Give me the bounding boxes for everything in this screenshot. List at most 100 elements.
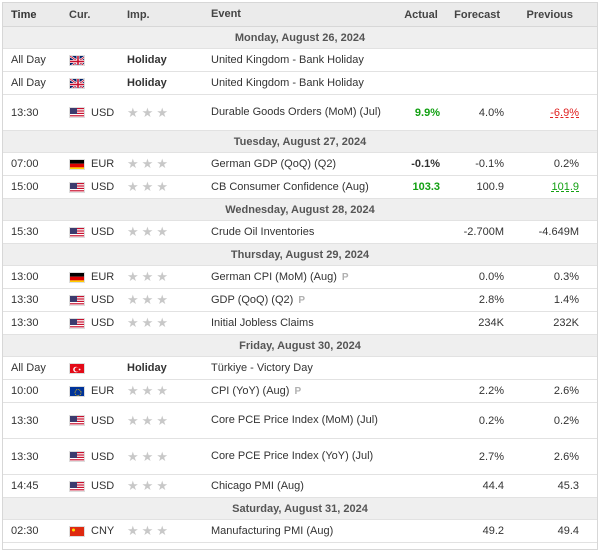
event-currency: USD [69, 107, 127, 119]
event-forecast: -2.700M [463, 226, 504, 238]
event-name[interactable]: Crude Oil Inventories [208, 225, 384, 240]
event-previous: -6.9% [504, 107, 579, 119]
event-importance: ★ ★ ★ [127, 180, 208, 194]
event-title[interactable]: Chicago PMI (Aug) [211, 479, 304, 492]
event-previous: 1.4% [504, 294, 579, 306]
preliminary-icon: P [298, 294, 305, 306]
currency-code: USD [91, 181, 115, 193]
event-actual: 9.9% [414, 106, 440, 119]
event-row[interactable]: 13:30 USD ★ ★ ★ Core PCE Price Index (YoY) (J… [3, 439, 597, 475]
event-currency: EUR [69, 385, 127, 397]
event-title[interactable]: Durable Goods Orders (MoM) (Jul) [211, 106, 381, 118]
event-name[interactable]: CB Consumer Confidence (Aug) [208, 180, 384, 195]
event-name[interactable]: Core PCE Price Index (YoY) (Jul) [208, 449, 384, 464]
star-icon: ★ [141, 523, 154, 538]
event-forecast: 4.0% [478, 106, 504, 119]
event-currency [69, 54, 127, 66]
event-previous: 232K [504, 317, 579, 329]
star-icon: ★ [127, 448, 139, 464]
us-flag-icon [69, 294, 85, 306]
event-time: 15:30 [11, 226, 39, 238]
col-forecast[interactable]: Forecast [454, 8, 500, 21]
previous-value: 2.6% [553, 450, 579, 463]
event-row[interactable]: 13:30 USD ★ ★ ★ Initial Jobless Claims 234K 232… [3, 312, 597, 335]
event-time: All Day [11, 54, 46, 66]
event-title[interactable]: United Kingdom - Bank Holiday [211, 53, 364, 66]
event-title[interactable]: United Kingdom - Bank Holiday [211, 76, 364, 89]
event-previous: 0.2% [504, 415, 579, 427]
col-time[interactable]: Time [11, 8, 37, 21]
col-actual[interactable]: Actual [404, 8, 438, 21]
event-title[interactable]: Core PCE Price Index (MoM) (Jul) [211, 414, 378, 426]
event-title[interactable]: CB Consumer Confidence (Aug) [211, 180, 369, 193]
us-flag-icon [69, 415, 85, 426]
event-importance: ★ ★ ★ [127, 293, 208, 307]
event-name[interactable]: Manufacturing PMI (Aug) [208, 524, 384, 539]
event-name[interactable]: Core PCE Price Index (MoM) (Jul) [208, 413, 384, 428]
event-time: 02:30 [11, 525, 39, 537]
event-row[interactable]: 07:00 EUR ★ ★ ★ German GDP (QoQ) (Q2) -0.1% -0.… [3, 153, 597, 176]
event-name[interactable]: Initial Jobless Claims [208, 316, 384, 331]
previous-value: 45.3 [557, 480, 579, 492]
currency-code: EUR [91, 158, 115, 170]
event-currency: USD [69, 415, 127, 427]
holiday-label: Holiday [127, 362, 167, 374]
event-row[interactable]: 13:30 USD ★ ★ ★ Core PCE Price Index (MoM) (J… [3, 403, 597, 439]
event-row[interactable]: All Day Holiday Türkiye - Victory Day [3, 357, 597, 380]
event-importance: ★ ★ ★ [127, 524, 208, 538]
event-name[interactable]: Durable Goods Orders (MoM) (Jul) [208, 105, 384, 120]
star-icon: ★ [156, 383, 168, 398]
day-header: Tuesday, August 27, 2024 [3, 131, 597, 153]
event-row[interactable]: 13:00 EUR ★ ★ ★ German CPI (MoM) (Aug) P 0.0% 0.… [3, 266, 597, 289]
event-importance: Holiday [127, 54, 208, 66]
event-title[interactable]: German GDP (QoQ) (Q2) [211, 157, 337, 170]
event-previous: 49.4 [504, 525, 579, 537]
currency-code: USD [91, 106, 115, 119]
event-title[interactable]: Initial Jobless Claims [211, 316, 314, 329]
event-row[interactable]: 14:45 USD ★ ★ ★ Chicago PMI (Aug) 44.4 45.3 [3, 475, 597, 498]
col-previous[interactable]: Previous [526, 8, 573, 21]
cn-flag-icon [69, 525, 85, 537]
event-row[interactable]: 15:00 USD ★ ★ ★ CB Consumer Confidence (Aug) 1… [3, 176, 597, 199]
event-row[interactable]: 15:30 USD ★ ★ ★ Crude Oil Inventories -2.700M -… [3, 221, 597, 244]
event-importance: Holiday [127, 77, 208, 89]
event-row[interactable]: 13:30 USD ★ ★ ★ GDP (QoQ) (Q2) P 2.8% 1.4% [3, 289, 597, 312]
event-importance: ★ ★ ★ [127, 384, 208, 398]
event-row[interactable]: 10:00 EUR ★ ★ ★ CPI (YoY) (Aug) P 2.2% 2.6% [3, 380, 597, 403]
star-icon: ★ [141, 448, 154, 464]
event-forecast: 2.2% [478, 385, 504, 397]
us-flag-icon [69, 181, 85, 193]
preliminary-icon: P [341, 271, 349, 283]
event-currency: EUR [69, 158, 127, 170]
star-icon: ★ [156, 523, 168, 538]
event-name[interactable]: United Kingdom - Bank Holiday [208, 76, 384, 91]
event-title[interactable]: Türkiye - Victory Day [211, 361, 313, 374]
event-name[interactable]: United Kingdom - Bank Holiday [208, 53, 384, 68]
col-event[interactable]: Event [211, 8, 241, 20]
event-title[interactable]: German CPI (MoM) (Aug) [211, 270, 337, 283]
event-title[interactable]: CPI (YoY) (Aug) [211, 384, 290, 397]
col-currency[interactable]: Cur. [69, 8, 91, 21]
event-row[interactable]: 02:30 CNY ★ ★ ★ Manufacturing PMI (Aug) 49.2 49… [3, 520, 597, 543]
event-name[interactable]: CPI (YoY) (Aug) P [208, 384, 384, 399]
event-time: 13:30 [11, 317, 39, 329]
event-title[interactable]: Crude Oil Inventories [211, 225, 315, 238]
event-row[interactable]: 13:30 USD ★ ★ ★ Durable Goods Orders (MoM) (J… [3, 95, 597, 131]
col-importance[interactable]: Imp. [127, 8, 150, 21]
event-row[interactable]: All Day Holiday United Kingdom - Bank Holi… [3, 49, 597, 72]
event-previous: -4.649M [504, 226, 579, 238]
event-name[interactable]: GDP (QoQ) (Q2) P [208, 293, 384, 308]
day-header: Thursday, August 29, 2024 [3, 244, 597, 266]
event-row[interactable]: All Day Holiday United Kingdom - Bank Holi… [3, 72, 597, 95]
day-header: Friday, August 30, 2024 [3, 335, 597, 357]
event-title[interactable]: Core PCE Price Index (YoY) (Jul) [211, 450, 374, 462]
event-name[interactable]: Chicago PMI (Aug) [208, 479, 384, 494]
star-icon: ★ [127, 224, 139, 239]
event-name[interactable]: Türkiye - Victory Day [208, 361, 384, 376]
event-title[interactable]: GDP (QoQ) (Q2) [211, 293, 294, 306]
event-forecast: 2.7% [478, 450, 504, 463]
event-name[interactable]: German CPI (MoM) (Aug) P [208, 270, 384, 285]
event-importance: ★ ★ ★ [127, 270, 208, 284]
event-name[interactable]: German GDP (QoQ) (Q2) [208, 157, 384, 172]
event-title[interactable]: Manufacturing PMI (Aug) [211, 524, 334, 537]
